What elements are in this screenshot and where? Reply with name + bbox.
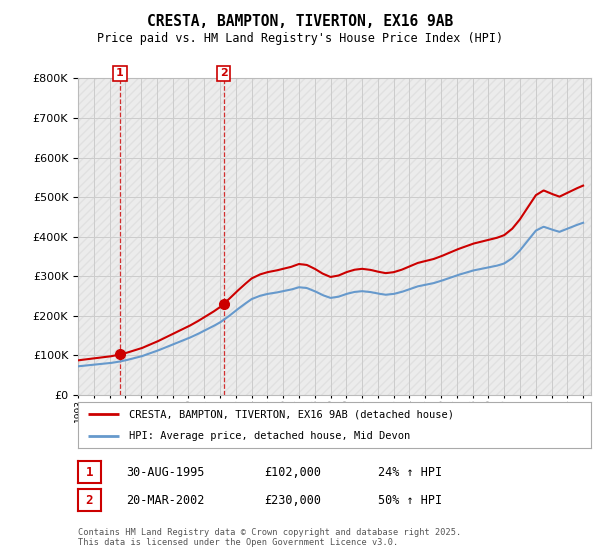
Text: CRESTA, BAMPTON, TIVERTON, EX16 9AB: CRESTA, BAMPTON, TIVERTON, EX16 9AB bbox=[147, 14, 453, 29]
Text: CRESTA, BAMPTON, TIVERTON, EX16 9AB (detached house): CRESTA, BAMPTON, TIVERTON, EX16 9AB (det… bbox=[130, 409, 454, 419]
Text: 1: 1 bbox=[86, 465, 93, 479]
Text: 20-MAR-2002: 20-MAR-2002 bbox=[126, 493, 205, 507]
Text: 1: 1 bbox=[116, 68, 124, 78]
Text: 50% ↑ HPI: 50% ↑ HPI bbox=[378, 493, 442, 507]
Text: Contains HM Land Registry data © Crown copyright and database right 2025.
This d: Contains HM Land Registry data © Crown c… bbox=[78, 528, 461, 547]
Text: 2: 2 bbox=[86, 493, 93, 507]
Text: 30-AUG-1995: 30-AUG-1995 bbox=[126, 465, 205, 479]
Text: £230,000: £230,000 bbox=[264, 493, 321, 507]
Text: £102,000: £102,000 bbox=[264, 465, 321, 479]
Text: HPI: Average price, detached house, Mid Devon: HPI: Average price, detached house, Mid … bbox=[130, 431, 410, 441]
Text: 24% ↑ HPI: 24% ↑ HPI bbox=[378, 465, 442, 479]
Text: 2: 2 bbox=[220, 68, 227, 78]
Text: Price paid vs. HM Land Registry's House Price Index (HPI): Price paid vs. HM Land Registry's House … bbox=[97, 32, 503, 45]
